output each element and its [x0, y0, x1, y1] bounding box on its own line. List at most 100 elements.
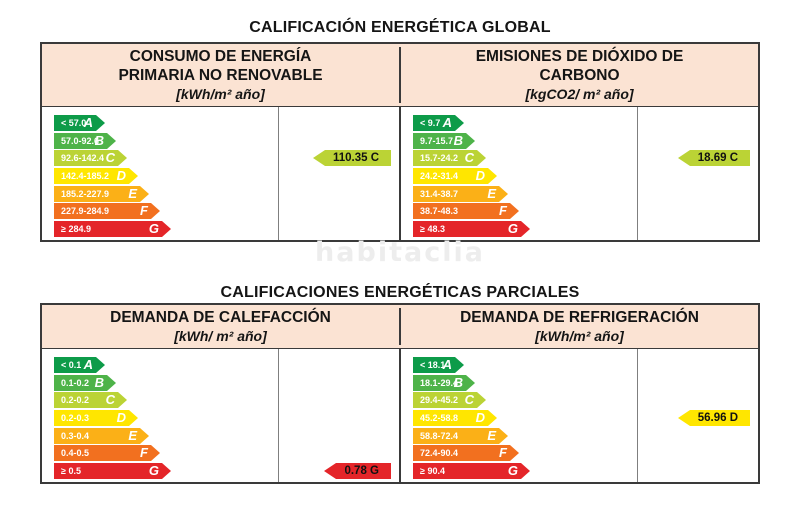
emisiones-rating-arrow: 18.69 C — [677, 150, 750, 167]
grade-letter: G — [507, 463, 518, 479]
calefaccion-energy-scale: < 0.1 A 0.1-0.2 B 0.2-0.2 C 0.2-0.3 D 0.3-0.4 E 0.… — [42, 349, 278, 482]
consumo-rating-label: 110.35 C — [324, 150, 391, 167]
calefaccion-rating-arrow: 0.78 G — [324, 463, 391, 480]
range-label: 0.2-0.3 — [61, 413, 90, 424]
range-label: 45.2-58.8 — [420, 413, 459, 424]
range-label: ≥ 284.9 — [61, 224, 91, 235]
grade-letter: F — [140, 203, 148, 219]
arrow-point-icon — [151, 203, 160, 220]
calefaccion-panel: < 0.1 A 0.1-0.2 B 0.2-0.2 C 0.2-0.3 D 0.3-0.4 E 0.… — [42, 349, 399, 482]
emisiones-header-line1: EMISIONES DE DIÓXIDO DE — [475, 48, 684, 65]
partial-table: DEMANDA DE CALEFACCIÓN [kWh/ m² año] DEM… — [40, 303, 760, 484]
scale-row-G: ≥ 0.5 G — [54, 463, 171, 480]
range-label: 227.9-284.9 — [61, 206, 110, 217]
range-label: < 57.0 — [61, 118, 87, 128]
scale-row-B: 0.1-0.2 B — [54, 374, 116, 391]
grade-letter: A — [442, 357, 452, 372]
global-table: CONSUMO DE ENERGÍA PRIMARIA NO RENOVABLE… — [40, 42, 760, 242]
arrow-point-icon — [107, 132, 116, 149]
scale-row-B: 18.1-29.4 B — [413, 374, 475, 391]
grade-letter: B — [453, 374, 463, 390]
partial-table-body: < 0.1 A 0.1-0.2 B 0.2-0.2 C 0.2-0.3 D 0.3-0.4 E 0.… — [42, 349, 758, 482]
grade-letter: C — [105, 150, 115, 166]
calefaccion-value-cell: 0.78 G — [278, 349, 399, 482]
range-label: 0.4-0.5 — [61, 448, 90, 459]
arrow-point-icon — [477, 392, 486, 409]
range-label: 92.6-142.4 — [61, 153, 105, 164]
arrow-point-icon — [466, 132, 475, 149]
consumo-unit: [kWh/m² año] — [176, 86, 265, 102]
arrow-point-icon — [140, 185, 149, 202]
range-label: 15.7-24.2 — [420, 153, 459, 164]
range-label: ≥ 0.5 — [61, 466, 81, 477]
range-label: 9.7-15.7 — [420, 135, 454, 146]
arrow-point-icon — [107, 374, 116, 391]
scale-row-G: ≥ 90.4 G — [413, 463, 530, 480]
emisiones-value-cell: 18.69 C — [637, 107, 758, 240]
global-table-header: CONSUMO DE ENERGÍA PRIMARIA NO RENOVABLE… — [42, 44, 758, 107]
grade-letter: A — [442, 115, 452, 130]
grade-letter: D — [116, 168, 126, 184]
left-point-icon — [324, 463, 337, 480]
arrow-point-icon — [510, 445, 519, 462]
scale-row-B: 9.7-15.7 B — [413, 132, 475, 149]
arrow-point-icon — [455, 115, 464, 131]
grade-letter: A — [83, 115, 93, 130]
range-label: < 18.1 — [420, 360, 446, 370]
range-label: 57.0-92.6 — [61, 135, 100, 146]
range-label: 72.4-90.4 — [420, 448, 459, 459]
range-label: 29.4-45.2 — [420, 395, 459, 406]
refrigeracion-rating-label: 56.96 D — [689, 410, 750, 427]
habitaclia-watermark: habitaclia — [0, 237, 800, 268]
arrow-point-icon — [151, 445, 160, 462]
arrow-point-icon — [140, 427, 149, 444]
scale-row-F: 227.9-284.9 F — [54, 203, 160, 220]
grade-letter: E — [487, 185, 496, 201]
scale-row-E: 0.3-0.4 E — [54, 427, 149, 444]
calefaccion-rating-label: 0.78 G — [336, 463, 391, 480]
refrigeracion-panel: < 18.1 A 18.1-29.4 B 29.4-45.2 C 45.2-58.8 D 58.… — [399, 349, 758, 482]
range-label: 0.2-0.2 — [61, 395, 90, 406]
grade-letter: E — [128, 427, 137, 443]
arrow-point-icon — [510, 203, 519, 220]
range-label: 0.1-0.2 — [61, 377, 90, 388]
arrow-point-icon — [118, 392, 127, 409]
scale-row-G: ≥ 48.3 G — [413, 221, 530, 238]
arrow-point-icon — [488, 410, 497, 427]
scale-row-C: 15.7-24.2 C — [413, 150, 486, 167]
arrow-point-icon — [118, 150, 127, 167]
scale-row-C: 29.4-45.2 C — [413, 392, 486, 409]
arrow-point-icon — [488, 168, 497, 185]
grade-letter: G — [507, 221, 518, 237]
partial-table-header: DEMANDA DE CALEFACCIÓN [kWh/ m² año] DEM… — [42, 305, 758, 349]
range-label: 58.8-72.4 — [420, 430, 459, 441]
scale-row-C: 0.2-0.2 C — [54, 392, 127, 409]
arrow-point-icon — [96, 115, 105, 131]
grade-letter: F — [499, 445, 507, 461]
range-label: 185.2-227.9 — [61, 188, 110, 199]
arrow-point-icon — [162, 221, 171, 238]
range-label: ≥ 48.3 — [420, 224, 445, 235]
calefaccion-header: DEMANDA DE CALEFACCIÓN [kWh/ m² año] — [42, 308, 399, 345]
consumo-rating-arrow: 110.35 C — [312, 150, 391, 167]
grade-letter: F — [140, 445, 148, 461]
arrow-point-icon — [129, 410, 138, 427]
consumo-header: CONSUMO DE ENERGÍA PRIMARIA NO RENOVABLE… — [42, 47, 399, 103]
grade-letter: G — [148, 463, 159, 479]
refrigeracion-header: DEMANDA DE REFRIGERACIÓN [kWh/m² año] — [399, 308, 758, 345]
grade-letter: D — [475, 410, 485, 426]
refrigeracion-header-line1: DEMANDA DE REFRIGERACIÓN — [460, 309, 699, 326]
arrow-point-icon — [499, 185, 508, 202]
partial-section-title: CALIFICACIONES ENERGÉTICAS PARCIALES — [220, 284, 580, 301]
scale-row-D: 142.4-185.2 D — [54, 168, 138, 185]
grade-letter: B — [453, 132, 463, 148]
scale-row-D: 45.2-58.8 D — [413, 410, 497, 427]
scale-row-F: 38.7-48.3 F — [413, 203, 519, 220]
arrow-point-icon — [499, 427, 508, 444]
grade-letter: C — [464, 392, 474, 408]
arrow-point-icon — [129, 168, 138, 185]
range-label: 142.4-185.2 — [61, 171, 110, 182]
arrow-point-icon — [521, 463, 530, 480]
emisiones-energy-scale: < 9.7 A 9.7-15.7 B 15.7-24.2 C 24.2-31.4 D 31.4-… — [401, 107, 637, 240]
